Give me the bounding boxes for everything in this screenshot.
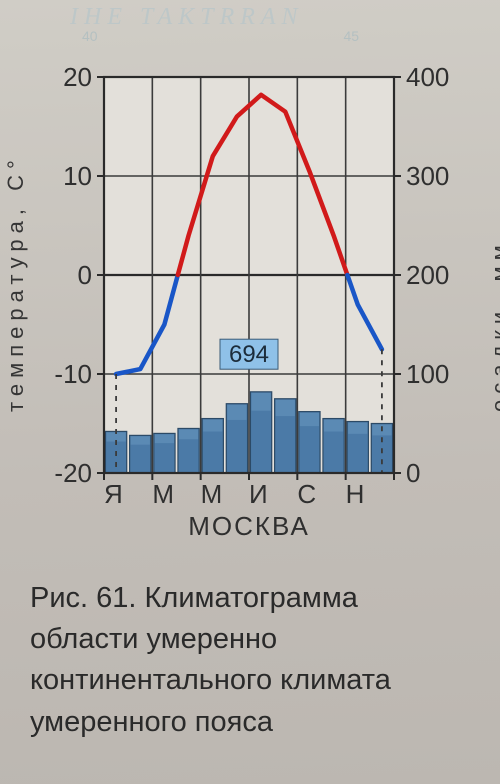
climatogram-svg: 694-20-10010200100200300400ЯММИСНМОСКВА xyxy=(34,55,464,555)
svg-text:694: 694 xyxy=(229,341,269,368)
caption-prefix: Рис. 61. xyxy=(30,582,145,614)
background-tick-label: 40 xyxy=(82,28,98,44)
svg-text:И: И xyxy=(249,479,269,509)
svg-text:200: 200 xyxy=(406,260,449,290)
svg-text:0: 0 xyxy=(78,260,92,290)
svg-text:-10: -10 xyxy=(54,359,92,389)
svg-text:400: 400 xyxy=(406,62,449,92)
background-tick-label: 45 xyxy=(343,28,359,44)
svg-text:М: М xyxy=(201,479,224,509)
figure-caption: Рис. 61. Климатограмма области умеренно … xyxy=(30,578,470,743)
svg-text:10: 10 xyxy=(63,161,92,191)
y-axis-left-label: температура, С° xyxy=(3,154,29,412)
svg-text:Я: Я xyxy=(104,479,124,509)
svg-text:100: 100 xyxy=(406,359,449,389)
svg-text:0: 0 xyxy=(406,458,420,488)
svg-text:МОСКВА: МОСКВА xyxy=(188,511,310,541)
page-root: IHE TAKTRRAN 40 45 температура, С° осадк… xyxy=(0,0,500,784)
svg-text:Н: Н xyxy=(346,479,366,509)
svg-text:-20: -20 xyxy=(54,458,92,488)
y-axis-right-label: осадки, мм xyxy=(487,239,500,412)
svg-text:300: 300 xyxy=(406,161,449,191)
chart-container: 694-20-10010200100200300400ЯММИСНМОСКВА xyxy=(34,55,464,555)
svg-text:С: С xyxy=(297,479,317,509)
background-tick-row: 40 45 xyxy=(60,28,460,48)
svg-text:20: 20 xyxy=(63,62,92,92)
svg-text:М: М xyxy=(152,479,175,509)
